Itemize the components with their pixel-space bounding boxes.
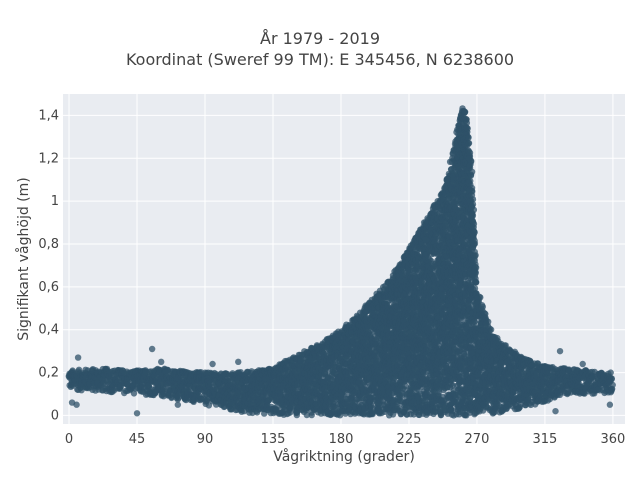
scatter-point	[130, 390, 138, 397]
chart-title-line-1: År 1979 - 2019	[260, 29, 380, 48]
scatter-points	[65, 105, 616, 419]
scatter-point	[205, 402, 213, 409]
chart-title-line-2: Koordinat (Sweref 99 TM): E 345456, N 62…	[125, 50, 515, 69]
